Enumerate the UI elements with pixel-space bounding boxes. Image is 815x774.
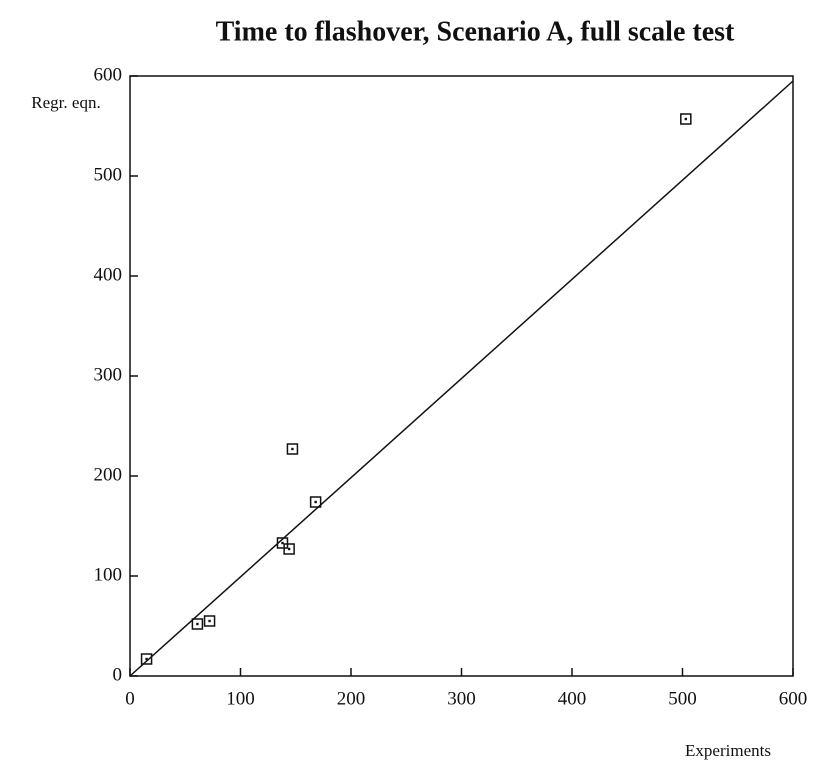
x-tick-label: 0	[125, 688, 135, 709]
data-point	[276, 537, 289, 549]
y-tick-label: 300	[94, 364, 123, 385]
data-point	[140, 653, 153, 665]
y-tick-label: 500	[94, 164, 123, 185]
x-tick-label: 600	[779, 688, 808, 709]
data-point	[286, 443, 299, 455]
y-tick-label: 400	[94, 264, 123, 285]
x-tick-label: 100	[226, 688, 255, 709]
x-tick-label: 400	[558, 688, 587, 709]
data-point	[203, 615, 216, 627]
y-tick-label: 0	[113, 664, 123, 685]
data-point	[680, 113, 692, 125]
x-tick-label: 500	[668, 688, 697, 709]
y-tick-label: 600	[94, 64, 123, 85]
y-tick-label: 100	[94, 564, 123, 585]
y-axis-label: Regr. eqn.	[31, 93, 100, 112]
x-tick-label: 200	[337, 688, 366, 709]
data-point	[283, 543, 295, 555]
x-axis-label: Experiments	[685, 741, 771, 760]
data-point	[191, 618, 204, 630]
chart-title: Time to flashover, Scenario A, full scal…	[216, 16, 735, 47]
x-tick-label: 300	[447, 688, 476, 709]
y-tick-label: 200	[94, 464, 123, 485]
data-point	[309, 496, 322, 508]
reference-line	[129, 80, 794, 677]
